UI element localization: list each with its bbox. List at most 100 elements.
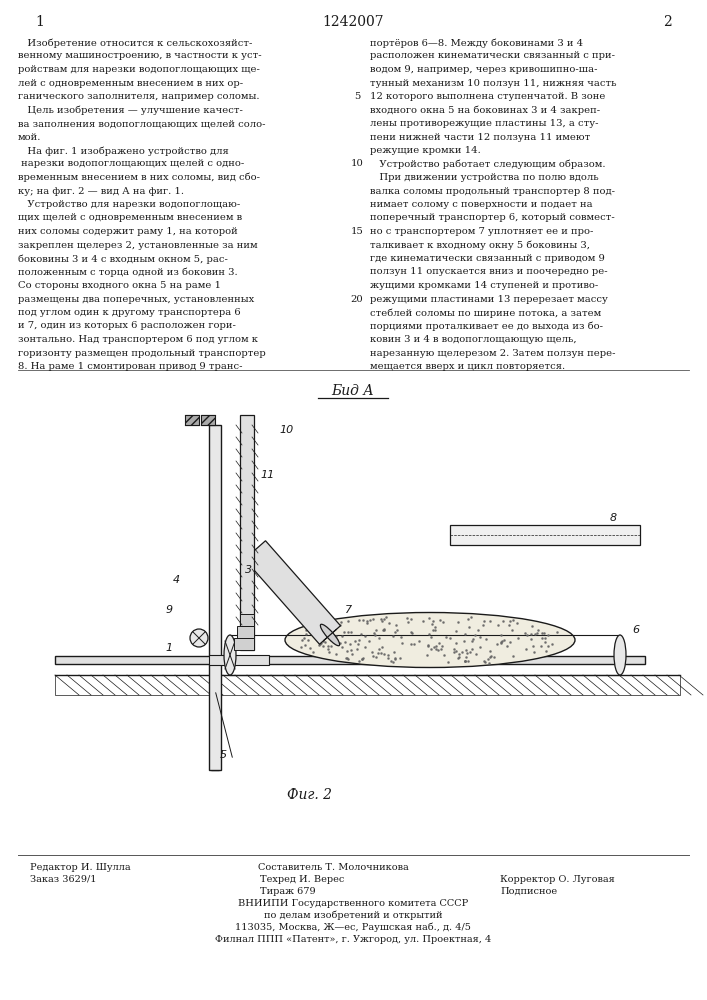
Point <box>332 632 343 648</box>
Text: Устройство работает следующим образом.: Устройство работает следующим образом. <box>370 159 605 169</box>
Point <box>450 643 461 659</box>
Point <box>436 638 448 654</box>
Point <box>520 641 531 657</box>
Point <box>537 630 548 646</box>
Point <box>462 653 474 669</box>
Text: жущими кромками 14 ступеней и противо-: жущими кромками 14 ступеней и противо- <box>370 281 598 290</box>
Point <box>361 613 373 629</box>
Text: размещены два поперечных, установленных: размещены два поперечных, установленных <box>18 294 255 304</box>
Bar <box>209 655 269 665</box>
Point <box>512 630 523 646</box>
Point <box>353 632 364 648</box>
Point <box>440 629 452 645</box>
Point <box>368 625 380 641</box>
Point <box>536 625 547 641</box>
Point <box>450 623 462 639</box>
Point <box>480 631 491 647</box>
Point <box>433 635 445 651</box>
Point <box>474 639 486 655</box>
Text: где кинематически связанный с приводом 9: где кинематически связанный с приводом 9 <box>370 254 605 263</box>
Point <box>298 630 309 646</box>
Point <box>452 650 464 666</box>
Text: режущими пластинами 13 перерезает массу: режущими пластинами 13 перерезает массу <box>370 294 608 304</box>
Text: 7: 7 <box>345 605 352 615</box>
Point <box>428 639 439 655</box>
Point <box>334 635 346 651</box>
Text: 4: 4 <box>173 575 180 585</box>
Point <box>484 649 496 665</box>
Text: 10: 10 <box>279 425 293 435</box>
Point <box>525 631 537 647</box>
Point <box>365 612 376 628</box>
Point <box>314 636 325 652</box>
Text: боковины 3 и 4 с входным окном 5, рас-: боковины 3 и 4 с входным окном 5, рас- <box>18 254 228 263</box>
Point <box>452 614 463 630</box>
Point <box>376 639 387 655</box>
Point <box>532 622 544 638</box>
Text: порциями проталкивает ее до выхода из бо-: порциями проталкивает ее до выхода из бо… <box>370 322 603 331</box>
Point <box>342 613 354 629</box>
Point <box>459 633 470 649</box>
Bar <box>55 675 680 695</box>
Point <box>495 627 506 643</box>
Point <box>492 617 503 633</box>
Point <box>465 609 477 625</box>
Point <box>491 636 503 652</box>
Text: венному машиностроению, в частности к уст-: венному машиностроению, в частности к ус… <box>18 51 262 60</box>
Point <box>428 613 439 629</box>
Point <box>451 635 462 651</box>
Point <box>453 649 464 665</box>
Text: поперечный транспортер 6, который совмест-: поперечный транспортер 6, который совмес… <box>370 214 615 223</box>
Point <box>540 643 551 659</box>
Point <box>357 650 368 666</box>
Point <box>392 622 403 638</box>
Point <box>525 626 537 642</box>
Text: 2: 2 <box>662 15 672 29</box>
Point <box>356 651 367 667</box>
Point <box>448 641 460 657</box>
Point <box>462 645 473 661</box>
Point <box>538 625 549 641</box>
Point <box>496 633 508 649</box>
Text: ку; на фиг. 2 — вид А на фиг. 1.: ку; на фиг. 2 — вид А на фиг. 1. <box>18 186 184 196</box>
Text: мещается вверх и цикл повторяется.: мещается вверх и цикл повторяется. <box>370 362 565 371</box>
Point <box>370 627 381 643</box>
Point <box>389 644 400 660</box>
Point <box>460 649 472 665</box>
Point <box>423 610 434 626</box>
Point <box>390 651 401 667</box>
Point <box>373 645 384 661</box>
Point <box>535 638 547 654</box>
Point <box>439 647 450 663</box>
Ellipse shape <box>285 612 575 668</box>
Point <box>421 647 433 663</box>
Point <box>505 634 516 650</box>
Text: 11: 11 <box>260 470 274 480</box>
Point <box>480 654 491 670</box>
Point <box>390 624 401 640</box>
Bar <box>450 525 640 545</box>
Point <box>390 650 401 666</box>
Point <box>539 630 551 646</box>
Text: зонтально. Над транспортером 6 под углом к: зонтально. Над транспортером 6 под углом… <box>18 335 258 344</box>
Point <box>322 641 334 657</box>
Point <box>425 629 436 645</box>
Point <box>352 636 363 652</box>
Point <box>460 642 472 658</box>
Text: 1: 1 <box>35 15 45 29</box>
Point <box>354 612 365 628</box>
Point <box>341 643 353 659</box>
Point <box>380 609 392 625</box>
Text: ганического заполнителя, например соломы.: ганического заполнителя, например соломы… <box>18 92 259 101</box>
Bar <box>234 638 254 650</box>
Bar <box>240 614 254 626</box>
Point <box>528 644 539 660</box>
Text: Со стороны входного окна 5 на раме 1: Со стороны входного окна 5 на раме 1 <box>18 281 221 290</box>
Point <box>496 634 507 650</box>
Text: по делам изобретений и открытий: по делам изобретений и открытий <box>264 911 443 920</box>
Text: Тираж 679: Тираж 679 <box>260 887 315 896</box>
Point <box>501 638 513 654</box>
Point <box>519 625 530 641</box>
Bar <box>211 660 219 770</box>
Text: мой.: мой. <box>18 132 42 141</box>
